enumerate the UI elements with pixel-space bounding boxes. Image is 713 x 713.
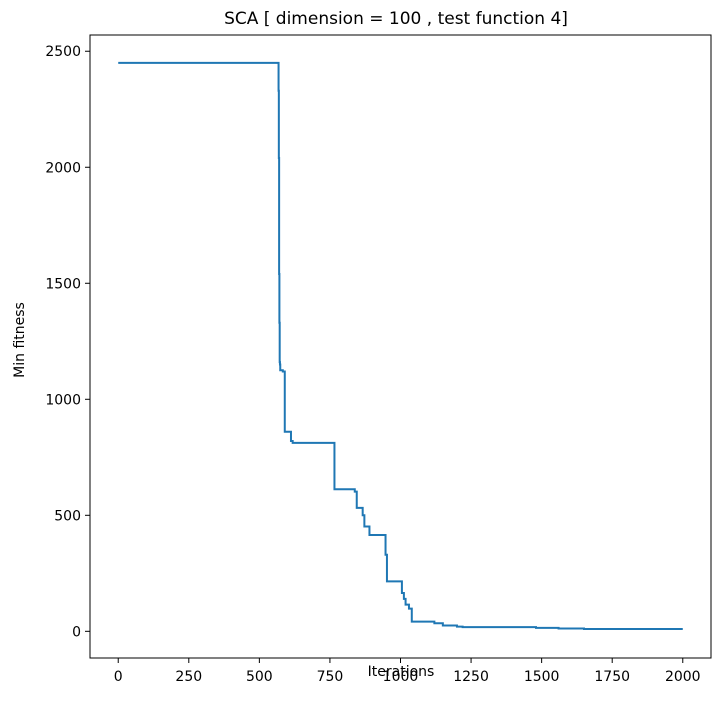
x-tick-label-3: 750	[317, 669, 344, 685]
x-tick-label-7: 1750	[594, 669, 630, 685]
y-tick-label-3: 1500	[45, 276, 81, 292]
x-tick-label-6: 1500	[524, 669, 560, 685]
y-tick-label-2: 1000	[45, 392, 81, 408]
chart-title: SCA [ dimension = 100 , test function 4]	[224, 9, 568, 29]
x-tick-label-4: 1000	[383, 669, 419, 685]
x-tick-label-0: 0	[114, 669, 123, 685]
x-tick-label-2: 500	[246, 669, 273, 685]
y-tick-label-1: 500	[54, 508, 81, 524]
y-tick-label-5: 2500	[45, 44, 81, 60]
plot-area: 0 250 500 750 1000 1250 1500 1750 2000 0 500 1000 15…	[45, 34, 712, 685]
y-axis-label: Min fitness	[12, 302, 28, 378]
y-tick-label-4: 2000	[45, 160, 81, 176]
x-tick-label-1: 250	[175, 669, 202, 685]
x-tick-label-5: 1250	[453, 669, 489, 685]
series-line-0	[118, 61, 683, 630]
y-tick-label-0: 0	[72, 624, 81, 640]
x-tick-label-8: 2000	[665, 669, 701, 685]
x-axis-label: Iterations	[368, 664, 435, 680]
